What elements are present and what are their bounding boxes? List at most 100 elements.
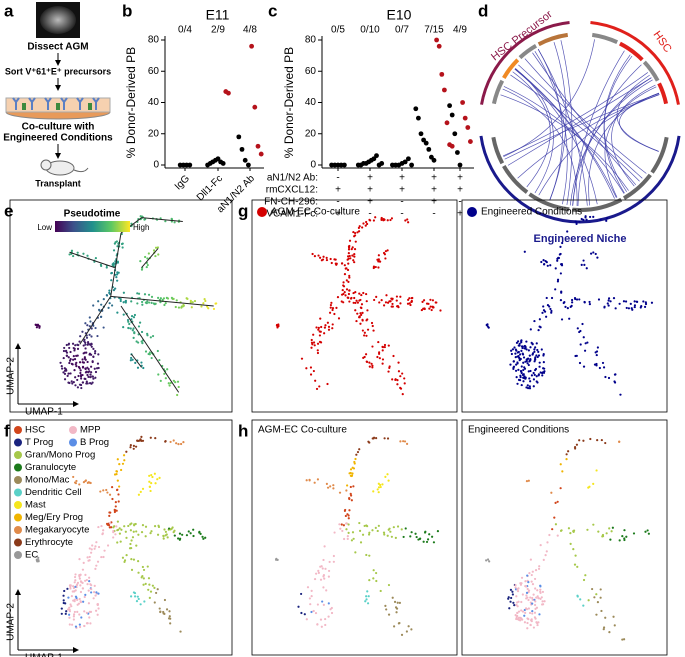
cell [358, 448, 361, 451]
cell [93, 547, 96, 550]
cell [72, 475, 75, 479]
cell [117, 500, 120, 503]
cell [582, 336, 585, 339]
cell [310, 338, 313, 342]
cell [361, 226, 364, 229]
cell [85, 578, 88, 582]
data-point [406, 156, 411, 162]
cell [540, 596, 543, 599]
cell [337, 317, 341, 320]
cell [395, 607, 399, 610]
cell [134, 361, 137, 364]
cell [68, 346, 71, 350]
cell [341, 288, 344, 292]
gene-arc [528, 192, 570, 212]
cell [83, 356, 86, 359]
cell [365, 595, 368, 598]
cell [549, 264, 552, 267]
cell [380, 218, 383, 221]
cell [124, 300, 127, 303]
cell [644, 530, 647, 533]
cell [110, 279, 113, 282]
cell [430, 308, 433, 312]
cell [353, 261, 356, 264]
data-point [226, 90, 231, 96]
cell [109, 522, 112, 525]
cell [386, 437, 390, 440]
cell [88, 555, 91, 559]
cell [545, 315, 548, 318]
cell [176, 380, 180, 383]
cell [528, 354, 531, 357]
cell [135, 600, 139, 603]
cell [576, 594, 579, 597]
cell [606, 302, 609, 305]
cell [374, 526, 377, 529]
cell [578, 361, 582, 365]
condition-sign: - [400, 197, 403, 208]
cell [525, 594, 528, 597]
cell [530, 573, 533, 577]
chord [538, 94, 660, 196]
cell [542, 305, 545, 308]
cell [316, 342, 320, 345]
cell [128, 322, 131, 326]
cell [575, 443, 579, 446]
cell [625, 535, 628, 538]
cell [162, 297, 166, 300]
cell [377, 340, 380, 344]
cell [322, 603, 325, 607]
cell [535, 606, 539, 609]
cell [534, 367, 538, 371]
gene-arc [491, 79, 505, 105]
cell [163, 528, 166, 531]
cell [523, 608, 526, 612]
cell [342, 524, 345, 527]
cell [529, 346, 532, 349]
cell [90, 335, 93, 338]
cell [89, 343, 92, 346]
y-tick-label: 60 [148, 66, 160, 77]
gene-arc [618, 41, 644, 62]
cell [350, 539, 354, 542]
cell [102, 298, 105, 301]
cell [102, 489, 105, 492]
cell [166, 297, 170, 300]
cell [68, 253, 71, 256]
cell [524, 360, 527, 363]
cell [116, 279, 119, 282]
cell [201, 535, 204, 538]
cell [94, 350, 97, 353]
cell [68, 623, 71, 626]
cell [514, 369, 518, 372]
cell [121, 246, 124, 249]
cell [364, 224, 367, 227]
cell [372, 569, 375, 572]
cell [347, 248, 351, 251]
cell [112, 531, 115, 534]
cell [583, 263, 586, 266]
cell [375, 437, 378, 440]
cell [98, 309, 101, 312]
cell [396, 379, 399, 382]
cell [81, 366, 85, 369]
cell [517, 616, 521, 619]
cell [158, 476, 161, 479]
cell [69, 584, 72, 587]
cell [86, 341, 90, 344]
cell [532, 626, 535, 629]
y-tick-label: 80 [305, 35, 317, 46]
cell [347, 257, 350, 260]
cell [629, 302, 632, 305]
cell [97, 592, 100, 595]
cell [392, 526, 395, 529]
cell [569, 542, 572, 545]
cell [351, 531, 355, 534]
cell [542, 263, 546, 266]
cell [351, 254, 354, 257]
cell [394, 536, 397, 539]
cell [518, 353, 522, 356]
cell [595, 350, 599, 353]
cell [133, 313, 137, 317]
cell [417, 538, 420, 541]
